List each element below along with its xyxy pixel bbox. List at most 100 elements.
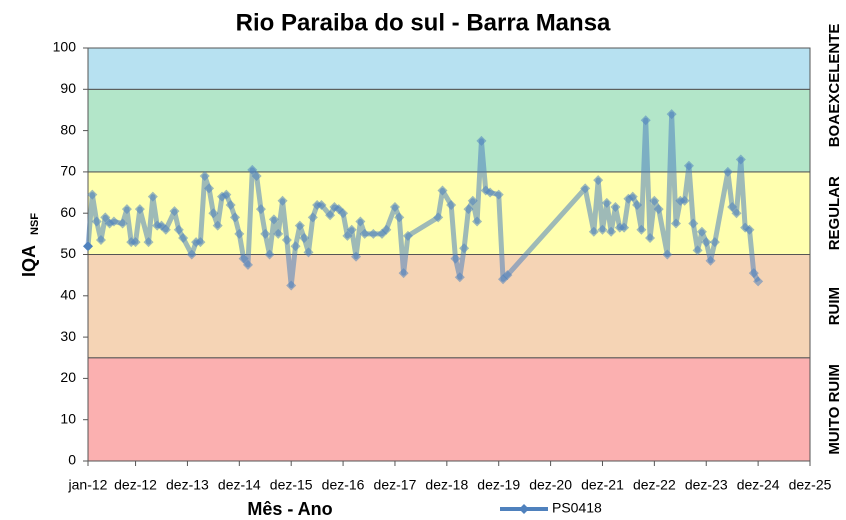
- data-point: [476, 135, 487, 146]
- data-point: [696, 226, 707, 237]
- data-point: [290, 241, 301, 252]
- data-point: [597, 224, 608, 235]
- x-tick-label: dez-15: [270, 477, 313, 493]
- data-point: [662, 249, 673, 260]
- x-tick-label: dez-16: [322, 477, 365, 493]
- x-tick-label: dez-23: [685, 477, 728, 493]
- y-tick-label: 10: [60, 410, 76, 426]
- data-point: [472, 216, 483, 227]
- data-point: [731, 208, 742, 219]
- band-label-group: EXCELENTE: [826, 24, 843, 114]
- data-point: [705, 255, 716, 266]
- y-tick-label: 0: [68, 452, 76, 468]
- data-point: [359, 228, 370, 239]
- data-point: [199, 171, 210, 182]
- y-tick-label: 90: [60, 80, 76, 96]
- data-point: [204, 183, 215, 194]
- data-point: [299, 232, 310, 243]
- data-point: [169, 206, 180, 217]
- data-point: [160, 224, 171, 235]
- legend-marker: [519, 504, 529, 514]
- data-point: [264, 249, 275, 260]
- data-point: [381, 224, 392, 235]
- data-point: [601, 197, 612, 208]
- data-point: [346, 224, 357, 235]
- data-point: [212, 220, 223, 231]
- data-point: [268, 214, 279, 225]
- data-point: [208, 208, 219, 219]
- data-point: [683, 160, 694, 171]
- data-point: [632, 199, 643, 210]
- data-point: [83, 241, 93, 252]
- data-point: [242, 259, 253, 270]
- data-point: [744, 224, 755, 235]
- data-point: [368, 228, 379, 239]
- x-tick-label: dez-25: [789, 477, 832, 493]
- data-point: [389, 202, 400, 213]
- data-point: [221, 189, 232, 200]
- data-point: [281, 235, 292, 246]
- data-point: [653, 204, 664, 215]
- data-point: [255, 204, 266, 215]
- data-point: [134, 204, 145, 215]
- data-point: [238, 253, 249, 264]
- data-point: [225, 199, 236, 210]
- data-point: [100, 212, 111, 223]
- data-point: [459, 243, 470, 254]
- data-point: [593, 175, 604, 186]
- data-point: [117, 218, 128, 229]
- y-tick-label: 20: [60, 369, 76, 385]
- data-point: [588, 226, 599, 237]
- data-point: [325, 210, 336, 221]
- data-point: [234, 228, 245, 239]
- data-point: [463, 204, 474, 215]
- data-point: [701, 237, 712, 248]
- data-point: [355, 216, 366, 227]
- data-point: [606, 226, 617, 237]
- band-label: RUIM: [826, 287, 843, 325]
- data-point: [147, 191, 158, 202]
- data-point: [580, 183, 591, 194]
- data-point: [640, 115, 651, 126]
- data-point: [108, 216, 119, 227]
- data-point: [748, 268, 759, 279]
- data-point: [722, 166, 733, 177]
- data-point: [735, 154, 746, 165]
- data-point: [186, 249, 197, 260]
- data-point: [338, 208, 349, 219]
- data-point: [260, 228, 271, 239]
- data-point: [277, 195, 288, 206]
- data-point: [502, 270, 513, 281]
- data-point: [727, 202, 738, 213]
- y-axis-label-sub: NSF: [29, 213, 41, 235]
- data-point: [95, 235, 106, 246]
- data-point: [143, 237, 154, 248]
- data-point: [294, 220, 305, 231]
- x-tick-label: dez-14: [218, 477, 261, 493]
- data-point: [394, 212, 405, 223]
- data-point: [636, 224, 647, 235]
- x-tick-label: dez-13: [166, 477, 209, 493]
- data-point: [610, 202, 621, 213]
- x-tick-label: jan-12: [68, 477, 108, 493]
- data-point: [437, 185, 448, 196]
- data-point: [627, 191, 638, 202]
- data-point: [178, 232, 189, 243]
- x-tick-label: dez-19: [477, 477, 520, 493]
- x-tick-label: dez-20: [529, 477, 572, 493]
- quality-band: [87, 88, 811, 173]
- data-point: [450, 253, 461, 264]
- data-point: [454, 272, 465, 283]
- data-point: [467, 195, 478, 206]
- band-label: MUITO RUIM: [826, 364, 843, 455]
- band-label: REGULAR: [826, 176, 843, 250]
- data-point: [273, 228, 284, 239]
- x-tick-label: dez-24: [737, 477, 780, 493]
- x-axis-label: Mês - Ano: [247, 499, 332, 519]
- data-point: [307, 212, 318, 223]
- y-axis-label: IQA: [19, 245, 39, 277]
- data-point: [433, 212, 444, 223]
- data-point: [688, 218, 699, 229]
